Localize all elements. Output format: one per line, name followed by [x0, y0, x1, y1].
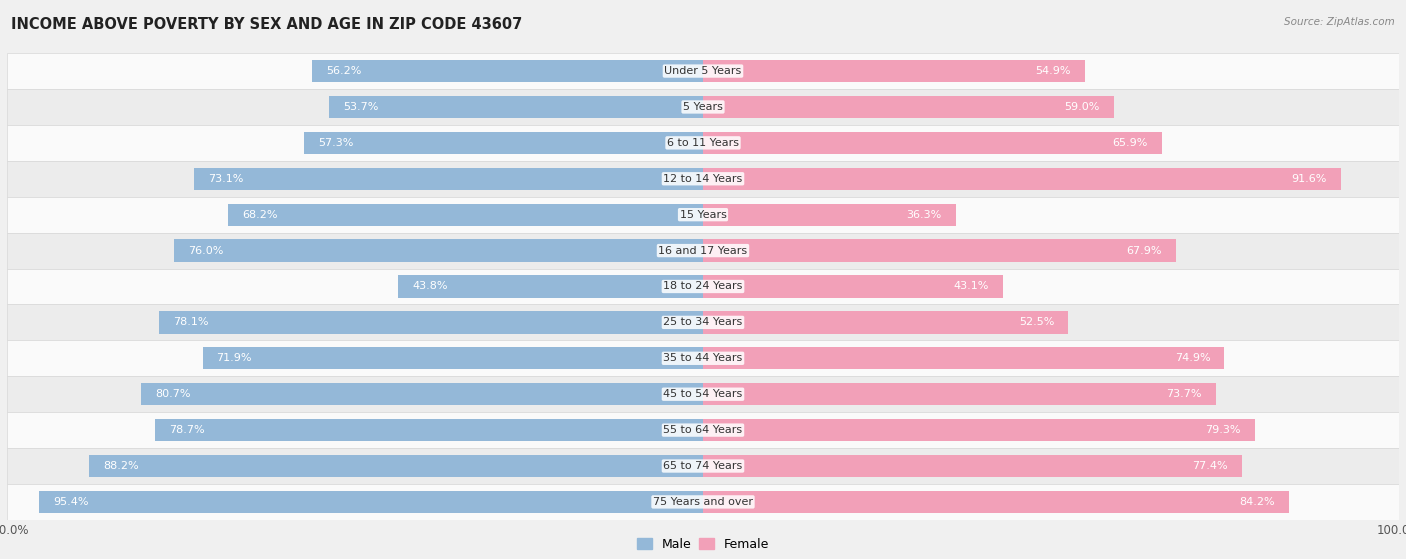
Bar	[703, 203, 956, 226]
Bar	[7, 340, 1399, 376]
Text: 43.8%: 43.8%	[412, 282, 447, 291]
Bar	[39, 491, 703, 513]
Text: 18 to 24 Years: 18 to 24 Years	[664, 282, 742, 291]
Text: 91.6%: 91.6%	[1291, 174, 1327, 184]
Text: 36.3%: 36.3%	[907, 210, 942, 220]
Text: 84.2%: 84.2%	[1240, 497, 1275, 507]
Bar	[142, 383, 703, 405]
Bar	[329, 96, 703, 118]
Bar	[703, 239, 1175, 262]
Text: 73.7%: 73.7%	[1167, 389, 1202, 399]
Bar	[7, 161, 1399, 197]
Text: 59.0%: 59.0%	[1064, 102, 1099, 112]
Bar	[312, 60, 703, 82]
Bar	[7, 53, 1399, 89]
Text: 67.9%: 67.9%	[1126, 245, 1161, 255]
Bar	[703, 383, 1216, 405]
Legend: Male, Female: Male, Female	[631, 533, 775, 556]
Bar	[703, 60, 1085, 82]
Text: 73.1%: 73.1%	[208, 174, 243, 184]
Bar	[703, 96, 1114, 118]
Bar	[7, 484, 1399, 520]
Text: Under 5 Years: Under 5 Years	[665, 66, 741, 76]
Bar	[304, 132, 703, 154]
Bar	[398, 276, 703, 297]
Bar	[155, 419, 703, 441]
Bar	[703, 311, 1069, 334]
Text: 45 to 54 Years: 45 to 54 Years	[664, 389, 742, 399]
Bar	[7, 89, 1399, 125]
Text: 56.2%: 56.2%	[326, 66, 361, 76]
Text: 6 to 11 Years: 6 to 11 Years	[666, 138, 740, 148]
Bar	[703, 455, 1241, 477]
Text: 88.2%: 88.2%	[103, 461, 139, 471]
Bar	[703, 347, 1225, 369]
Bar	[7, 268, 1399, 305]
Text: Source: ZipAtlas.com: Source: ZipAtlas.com	[1284, 17, 1395, 27]
Text: 54.9%: 54.9%	[1036, 66, 1071, 76]
Text: 5 Years: 5 Years	[683, 102, 723, 112]
Text: 52.5%: 52.5%	[1019, 318, 1054, 328]
Text: 68.2%: 68.2%	[242, 210, 278, 220]
Text: 78.7%: 78.7%	[169, 425, 205, 435]
Text: 80.7%: 80.7%	[155, 389, 191, 399]
Bar	[7, 233, 1399, 268]
Text: 16 and 17 Years: 16 and 17 Years	[658, 245, 748, 255]
Text: 53.7%: 53.7%	[343, 102, 378, 112]
Text: 43.1%: 43.1%	[953, 282, 988, 291]
Bar	[7, 412, 1399, 448]
Bar	[7, 197, 1399, 233]
Bar	[89, 455, 703, 477]
Text: 76.0%: 76.0%	[188, 245, 224, 255]
Text: 65.9%: 65.9%	[1112, 138, 1147, 148]
Text: 57.3%: 57.3%	[318, 138, 353, 148]
Bar	[703, 168, 1340, 190]
Bar	[7, 125, 1399, 161]
Text: 55 to 64 Years: 55 to 64 Years	[664, 425, 742, 435]
Text: 35 to 44 Years: 35 to 44 Years	[664, 353, 742, 363]
Text: 71.9%: 71.9%	[217, 353, 252, 363]
Bar	[159, 311, 703, 334]
Bar	[703, 132, 1161, 154]
Text: 78.1%: 78.1%	[173, 318, 209, 328]
Text: 74.9%: 74.9%	[1175, 353, 1211, 363]
Text: 79.3%: 79.3%	[1205, 425, 1241, 435]
Bar	[202, 347, 703, 369]
Bar	[174, 239, 703, 262]
Text: 75 Years and over: 75 Years and over	[652, 497, 754, 507]
Text: 77.4%: 77.4%	[1192, 461, 1227, 471]
Bar	[228, 203, 703, 226]
Bar	[194, 168, 703, 190]
Bar	[703, 491, 1289, 513]
Text: INCOME ABOVE POVERTY BY SEX AND AGE IN ZIP CODE 43607: INCOME ABOVE POVERTY BY SEX AND AGE IN Z…	[11, 17, 523, 32]
Bar	[7, 305, 1399, 340]
Bar	[703, 419, 1256, 441]
Text: 65 to 74 Years: 65 to 74 Years	[664, 461, 742, 471]
Bar	[703, 276, 1002, 297]
Bar	[7, 448, 1399, 484]
Text: 15 Years: 15 Years	[679, 210, 727, 220]
Text: 25 to 34 Years: 25 to 34 Years	[664, 318, 742, 328]
Text: 12 to 14 Years: 12 to 14 Years	[664, 174, 742, 184]
Text: 95.4%: 95.4%	[53, 497, 89, 507]
Bar	[7, 376, 1399, 412]
